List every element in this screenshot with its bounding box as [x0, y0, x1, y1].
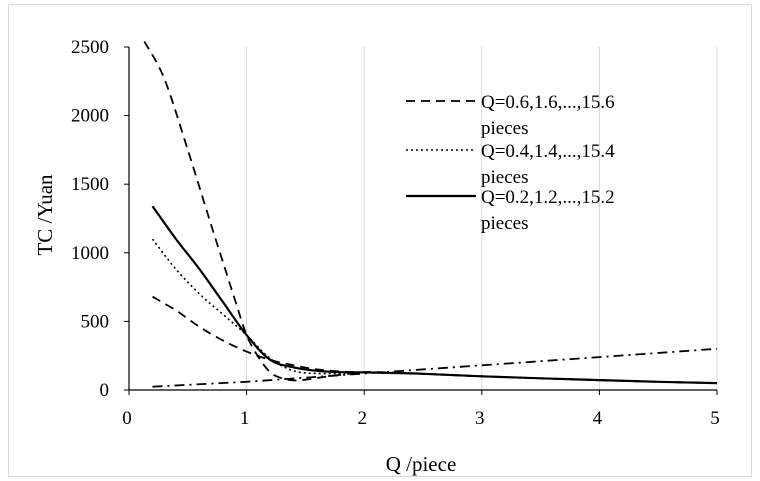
legend-label-3: pieces: [481, 213, 528, 234]
series-line-2: [151, 238, 718, 384]
y-tick-label: 0: [100, 380, 110, 401]
y-tick-label: 500: [81, 311, 110, 332]
series-line-3: [151, 205, 718, 385]
axes: [124, 46, 718, 395]
legend-label-2: Q=0.4,1.4,...,15.4: [481, 141, 615, 162]
legend-label-2: pieces: [481, 167, 528, 188]
series-line-1: [143, 41, 718, 384]
x-tick-label: 1: [240, 408, 250, 429]
x-tick-label: 3: [475, 408, 485, 429]
y-tick-label: 1000: [71, 243, 109, 264]
tick-labels: 0 500 1000 1500 2000 2500 0 1 2 3 4 5: [71, 37, 720, 429]
legend-label-1: pieces: [481, 118, 528, 139]
legend-label-3: Q=0.2,1.2,...,15.2: [481, 187, 615, 208]
x-tick-label: 2: [357, 408, 367, 429]
x-tick-label: 4: [593, 408, 603, 429]
y-axis-title: TC /Yuan: [33, 174, 57, 256]
chart-frame: [8, 4, 752, 477]
series-line-5: [152, 347, 718, 388]
y-tick-label: 2000: [71, 106, 109, 127]
grid-lines: [246, 47, 718, 390]
legend: Q=0.6,1.6,...,15.6piecesQ=0.4,1.4,...,15…: [406, 92, 615, 234]
x-axis-title: Q /piece: [386, 452, 457, 476]
y-tick-label: 1500: [71, 174, 109, 195]
y-tick-label: 2500: [71, 37, 109, 58]
x-tick-label: 5: [710, 408, 720, 429]
x-tick-label: 0: [122, 408, 132, 429]
legend-label-1: Q=0.6,1.6,...,15.6: [481, 92, 615, 113]
series-line-4: [152, 295, 718, 384]
series-lines: [143, 41, 718, 388]
